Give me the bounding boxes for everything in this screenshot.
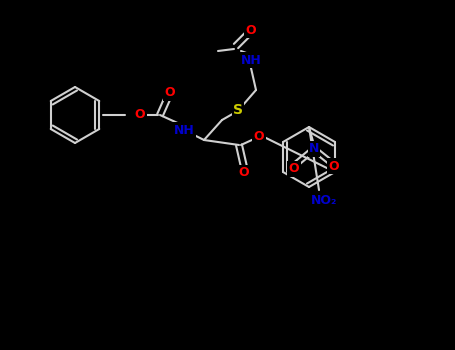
Text: S: S (233, 103, 243, 117)
Text: NH: NH (241, 54, 261, 66)
Text: O: O (135, 108, 145, 121)
Text: NO₂: NO₂ (311, 194, 337, 206)
Text: O: O (329, 160, 339, 173)
Text: N: N (309, 142, 319, 155)
Text: O: O (165, 86, 175, 99)
Text: O: O (254, 131, 264, 144)
Text: O: O (288, 162, 299, 175)
Text: O: O (239, 167, 249, 180)
Text: O: O (246, 23, 256, 36)
Text: NH: NH (174, 124, 194, 136)
